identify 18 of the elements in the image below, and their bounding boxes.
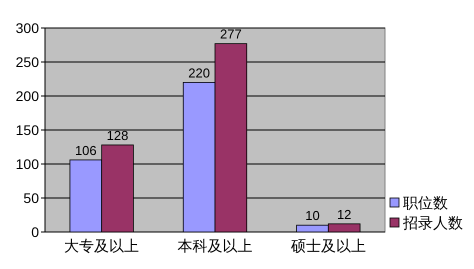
data-label: 106 xyxy=(74,142,97,158)
y-tick-label: 300 xyxy=(16,20,40,36)
data-label: 277 xyxy=(220,26,242,42)
data-label: 128 xyxy=(106,128,128,143)
x-tick-label: 本科及以上 xyxy=(178,238,252,255)
data-label: 220 xyxy=(188,65,210,80)
y-tick-label: 100 xyxy=(16,156,40,172)
legend-label: 职位数 xyxy=(403,195,448,212)
y-tick-label: 50 xyxy=(23,190,40,206)
y-tick-label: 250 xyxy=(16,54,40,70)
data-label: 10 xyxy=(305,208,320,224)
y-tick-label: 200 xyxy=(16,88,40,104)
y-tick-label: 0 xyxy=(31,224,40,240)
x-tick-label: 大专及以上 xyxy=(64,238,140,255)
x-tick-label: 硕士及以上 xyxy=(290,238,366,255)
y-tick-label: 150 xyxy=(16,122,40,138)
data-label: 12 xyxy=(336,206,352,222)
legend-label: 招录人数 xyxy=(402,215,463,232)
